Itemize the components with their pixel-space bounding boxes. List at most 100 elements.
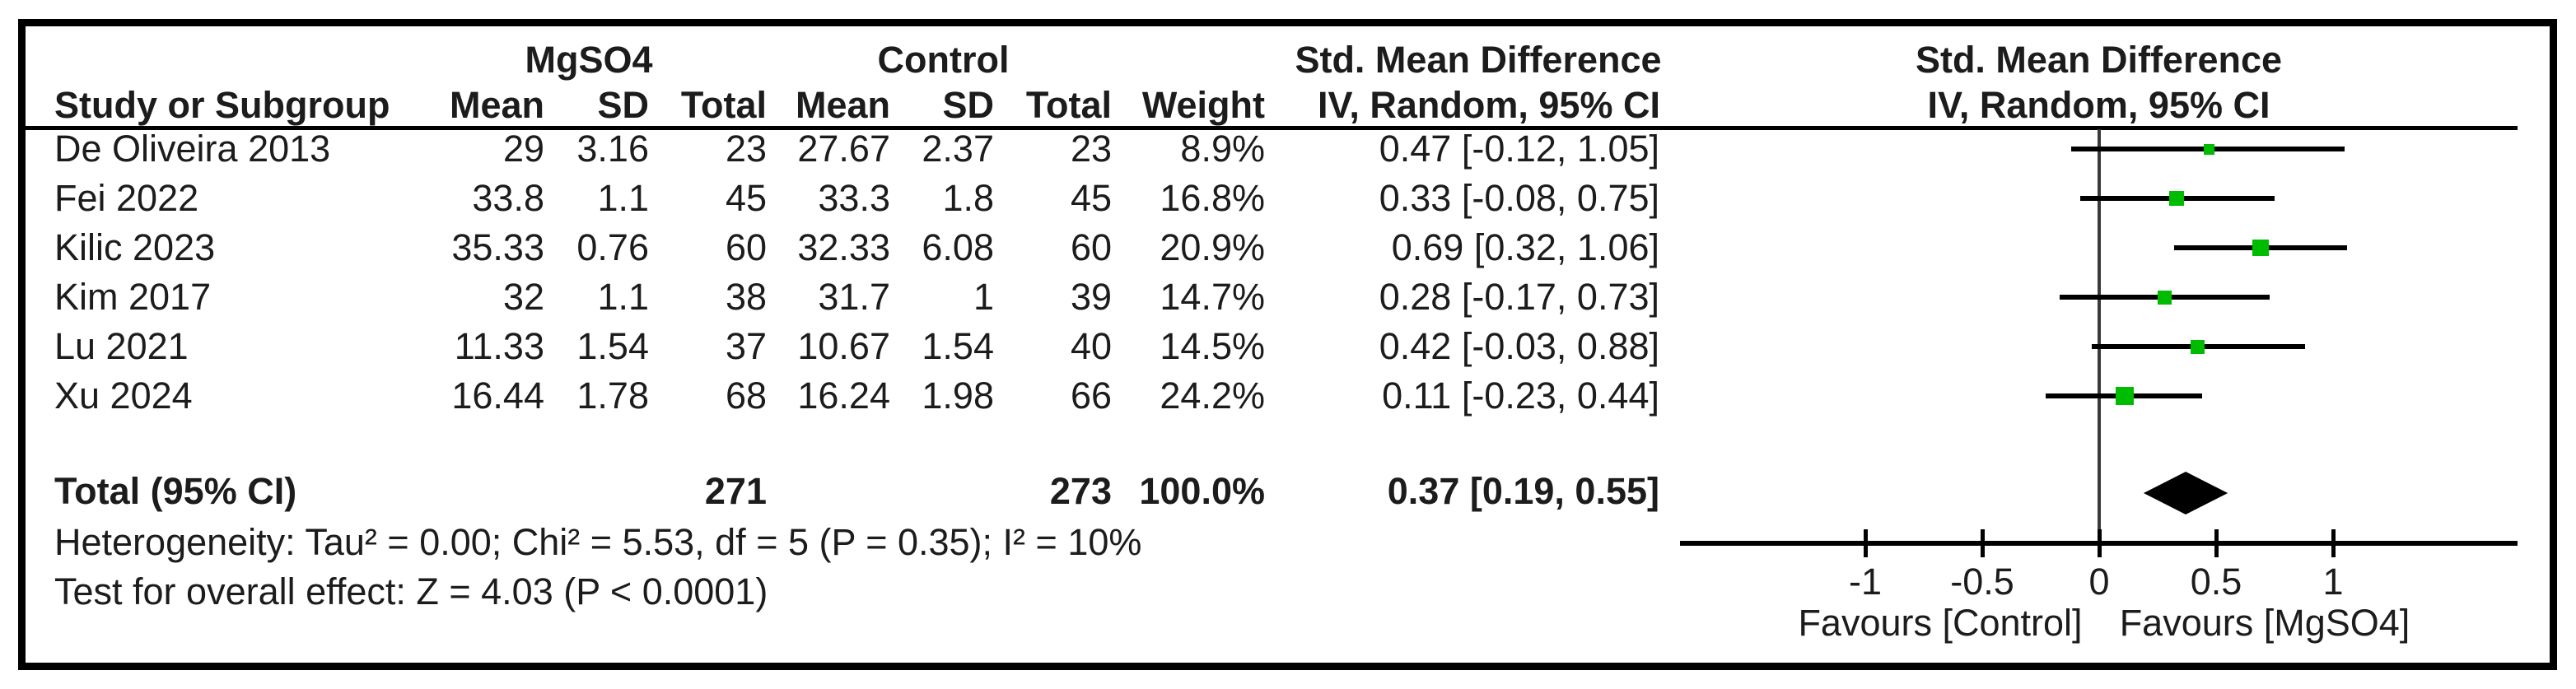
axis-tick: [1864, 529, 1868, 557]
axis-tick-label: -1: [1848, 561, 1882, 603]
study-label: Kim 2017: [54, 276, 212, 318]
table-row: Lu 2021 11.33 1.54 37 10.67 1.54 40 14.5…: [0, 322, 2576, 371]
smd-ci-value: 0.47 [-0.12, 1.05]: [1379, 128, 1659, 170]
column-header-mean-mgso4: Mean: [449, 84, 544, 126]
control-sd: 6.08: [922, 226, 994, 268]
smd-ci-value: 0.69 [0.32, 1.06]: [1391, 226, 1659, 268]
mgso4-total: 37: [725, 325, 767, 367]
axis-tick-label: -0.5: [1950, 561, 2014, 603]
control-total: 23: [1070, 128, 1112, 170]
figure-border: [18, 19, 2557, 670]
control-mean: 16.24: [797, 375, 890, 417]
control-mean: 33.3: [818, 177, 890, 219]
mgso4-mean: 29: [502, 128, 544, 170]
effect-square: [2158, 290, 2172, 305]
table-row: Xu 2024 16.44 1.78 68 16.24 1.98 66 24.2…: [0, 371, 2576, 421]
group-header-experimental: MgSO4: [525, 39, 653, 81]
column-header-mean-control: Mean: [795, 84, 890, 126]
smd-ci-value: 0.42 [-0.03, 0.88]: [1379, 325, 1659, 367]
control-total: 60: [1070, 226, 1112, 268]
column-header-sd-mgso4: SD: [597, 84, 649, 126]
control-sd: 1.98: [922, 375, 994, 417]
plot-header-line2: IV, Random, 95% CI: [1927, 84, 2270, 126]
control-sd: 2.37: [922, 128, 994, 170]
control-total: 45: [1070, 177, 1112, 219]
smd-ci-value: 0.11 [-0.23, 0.44]: [1382, 375, 1659, 417]
mgso4-total: 68: [725, 375, 767, 417]
mgso4-total: 23: [725, 128, 767, 170]
mgso4-mean: 33.8: [472, 177, 544, 219]
effect-square: [2203, 143, 2214, 155]
effect-square: [2168, 191, 2184, 206]
axis-tick: [1981, 529, 1985, 557]
axis-tick: [2331, 529, 2336, 557]
smd-ci-value: 0.33 [-0.08, 0.75]: [1379, 177, 1659, 219]
mgso4-mean: 32: [502, 276, 544, 318]
header-rule: [21, 126, 2518, 130]
control-mean: 27.67: [797, 128, 890, 170]
total-row: Total (95% CI) 271 273 100.0% 0.37 [0.19…: [0, 467, 2576, 516]
study-label: Xu 2024: [54, 375, 193, 417]
mgso4-sd: 3.16: [576, 128, 649, 170]
axis-tick: [2214, 529, 2219, 557]
mgso4-sd: 1.1: [597, 276, 649, 318]
table-row: Kilic 2023 35.33 0.76 60 32.33 6.08 60 2…: [0, 223, 2576, 272]
study-label: De Oliveira 2013: [54, 128, 331, 170]
column-header-total-control: Total: [1025, 84, 1112, 126]
zero-effect-line: [2098, 129, 2101, 543]
mgso4-total: 38: [725, 276, 767, 318]
control-total: 39: [1070, 276, 1112, 318]
weight-value: 16.8%: [1160, 177, 1265, 219]
table-row: Fei 2022 33.8 1.1 45 33.3 1.8 45 16.8% 0…: [0, 174, 2576, 223]
mgso4-mean: 11.33: [454, 325, 544, 367]
group-header-control: Control: [877, 39, 1010, 81]
favours-left-label: Favours [Control]: [1798, 602, 2083, 644]
mgso4-sd: 0.76: [576, 226, 649, 268]
weight-value: 14.7%: [1160, 276, 1265, 318]
control-sd: 1: [973, 276, 994, 318]
axis-tick: [2098, 529, 2102, 557]
overall-effect-note: Test for overall effect: Z = 4.03 (P < 0…: [54, 570, 768, 612]
axis-tick-label: 0.5: [2190, 561, 2242, 603]
smd-ci-value: 0.28 [-0.17, 0.73]: [1379, 276, 1659, 318]
weight-value: 24.2%: [1160, 375, 1265, 417]
mgso4-sd: 1.54: [576, 325, 649, 367]
control-total: 40: [1070, 325, 1112, 367]
column-header-study: Study or Subgroup: [54, 84, 390, 126]
control-mean: 10.67: [797, 325, 890, 367]
effect-square: [2190, 339, 2205, 354]
control-sd: 1.8: [942, 177, 994, 219]
column-header-weight: Weight: [1141, 84, 1265, 126]
mgso4-sd: 1.1: [597, 177, 649, 219]
mgso4-mean: 35.33: [451, 226, 544, 268]
total-mgso4-n: 271: [704, 470, 767, 512]
axis-tick-label: 1: [2322, 561, 2344, 603]
study-label: Lu 2021: [54, 325, 189, 367]
mgso4-total: 60: [725, 226, 767, 268]
control-total: 66: [1070, 375, 1112, 417]
mgso4-total: 45: [725, 177, 767, 219]
control-sd: 1.54: [922, 325, 994, 367]
column-header-total-mgso4: Total: [680, 84, 767, 126]
table-row: Kim 2017 32 1.1 38 31.7 1 39 14.7% 0.28 …: [0, 272, 2576, 322]
axis-tick-label: 0: [2088, 561, 2110, 603]
control-mean: 32.33: [797, 226, 890, 268]
effect-square: [2116, 387, 2135, 405]
table-row: De Oliveira 2013 29 3.16 23 27.67 2.37 2…: [0, 124, 2576, 174]
total-control-n: 273: [1049, 470, 1112, 512]
total-weight: 100.0%: [1139, 470, 1265, 512]
column-header-sd-control: SD: [942, 84, 994, 126]
control-mean: 31.7: [818, 276, 890, 318]
effect-square: [2252, 240, 2269, 256]
total-smd-ci: 0.37 [0.19, 0.55]: [1387, 470, 1659, 512]
mgso4-mean: 16.44: [451, 375, 544, 417]
heterogeneity-note: Heterogeneity: Tau² = 0.00; Chi² = 5.53,…: [54, 521, 1142, 563]
study-label: Kilic 2023: [54, 226, 216, 268]
favours-right-label: Favours [MgSO4]: [2119, 602, 2410, 644]
weight-value: 14.5%: [1160, 325, 1265, 367]
mgso4-sd: 1.78: [576, 375, 649, 417]
plot-header-line1: Std. Mean Difference: [1915, 39, 2283, 81]
column-header-iv: IV, Random, 95% CI: [1318, 84, 1660, 126]
study-label: Fei 2022: [54, 177, 199, 219]
